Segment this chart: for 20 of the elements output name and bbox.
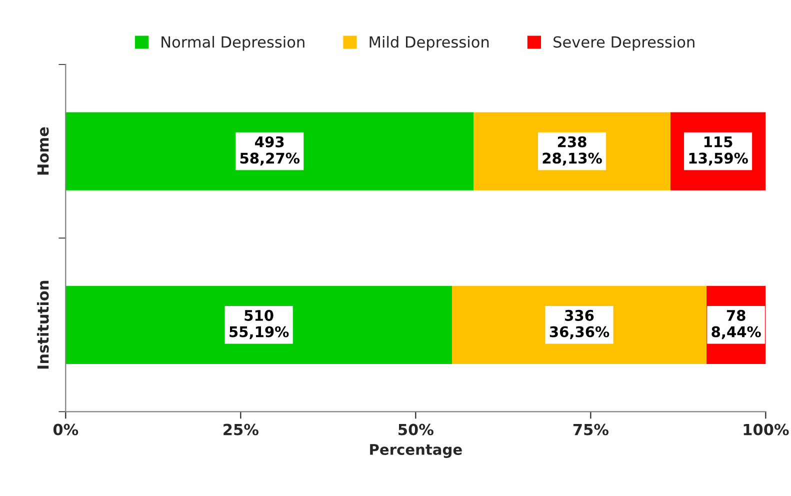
x-tick-label: 100% — [744, 424, 789, 436]
data-label: 510 55,19% — [230, 310, 289, 340]
y-tick-label: Institution — [36, 280, 49, 369]
x-tick-label: 75% — [573, 424, 608, 436]
x-tick-label: 0% — [53, 424, 78, 436]
legend-label: Normal Depression — [162, 36, 304, 51]
data-label: 238 28,13% — [542, 136, 602, 166]
y-tick-label: Home — [37, 127, 49, 175]
bar — [66, 286, 452, 364]
bar — [66, 112, 474, 190]
data-label: 336 36,36% — [550, 310, 610, 340]
data-label: 78 8,44% — [712, 310, 761, 340]
legend-label: Mild Depression — [370, 36, 489, 51]
data-label: 115 13,59% — [689, 136, 748, 166]
x-tick-label: 50% — [398, 424, 434, 436]
x-tick-label: 25% — [224, 424, 258, 436]
legend-label: Severe Depression — [554, 36, 694, 51]
bar — [452, 286, 707, 364]
x-axis-title: Percentage — [370, 444, 462, 458]
data-label: 493 58,27% — [240, 136, 300, 166]
